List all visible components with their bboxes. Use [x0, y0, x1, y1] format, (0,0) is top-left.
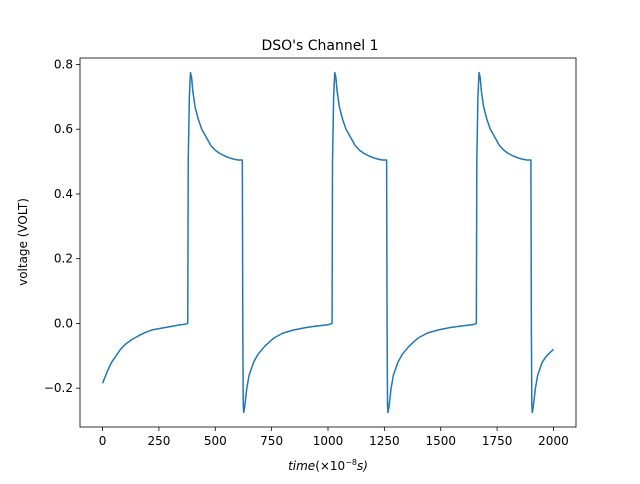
- x-tick-label: 1750: [482, 434, 513, 448]
- axes-layer: 0 250 500 750 1000 1250 1500 1750 2000 −0.2 0.0 0.2…: [44, 57, 577, 448]
- y-tick-label: 0.8: [54, 57, 73, 71]
- x-axis-label: time(×10−8s): [288, 458, 368, 473]
- x-axis-label-unit: (×10: [315, 459, 345, 473]
- y-tick-label: 0.2: [54, 252, 73, 266]
- plot-layer: [101, 71, 554, 414]
- x-tick-label: 2000: [538, 434, 569, 448]
- x-tick-label: 750: [260, 434, 283, 448]
- y-tick-label: 0.0: [54, 316, 73, 330]
- y-tick-label: 0.4: [54, 187, 73, 201]
- chart-title: DSO's Channel 1: [261, 38, 378, 54]
- y-axis-label: voltage (VOLT): [16, 198, 30, 286]
- x-axis-label-italic: time: [288, 459, 315, 473]
- x-tick-label: 0: [99, 434, 107, 448]
- series-line-0: [101, 71, 554, 414]
- x-axis-label-exponent: −8: [345, 458, 357, 467]
- x-tick-label: 1250: [369, 434, 400, 448]
- x-tick-label: 250: [147, 434, 170, 448]
- y-tick-label: −0.2: [44, 381, 73, 395]
- x-axis-label-tail: s): [357, 459, 368, 473]
- x-tick-label: 500: [204, 434, 227, 448]
- x-tick-label: 1000: [313, 434, 344, 448]
- y-tick-label: 0.6: [54, 122, 73, 136]
- x-tick-label: 1500: [425, 434, 456, 448]
